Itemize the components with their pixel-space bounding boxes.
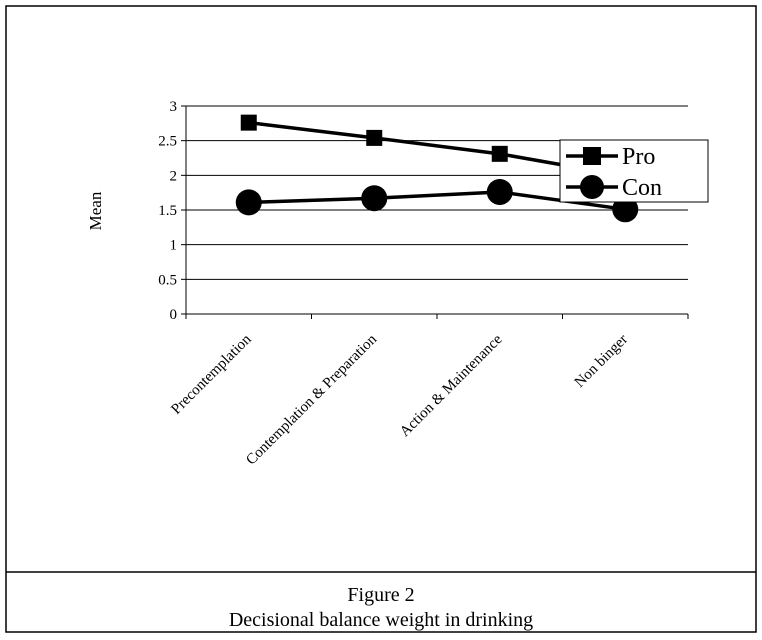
outer-border [5,5,757,633]
data-point-con [361,185,388,212]
legend-marker-pro [583,147,601,165]
data-point-pro [491,145,508,162]
data-point-con [486,178,513,205]
line-chart: 0 0.5 1 1.5 2 2.5 3 PrecontemplationContemplati… [86,99,709,468]
figure-caption: Decisional balance weight in drinking [228,609,534,631]
x-tick-label: Precontemplation [168,331,254,417]
legend: Pro Con [559,139,709,203]
y-tick-label: 3 [170,99,178,115]
y-axis-label: Mean [86,191,105,230]
y-tick-label: 1 [170,238,178,254]
y-tick-label: 0.5 [158,272,177,288]
y-tick-label: 1.5 [158,203,177,219]
y-tick-label: 0 [170,307,178,323]
legend-label-con: Con [622,175,662,201]
figure-label: Figure 2 [347,584,415,606]
y-tick-label: 2.5 [158,134,177,150]
legend-marker-con [580,175,604,199]
x-tick-label: Action & Maintenance [397,331,506,440]
data-point-con [235,189,262,216]
legend-label-pro: Pro [622,144,655,170]
data-point-con [612,196,639,223]
data-point-pro [366,129,383,146]
data-point-pro [240,114,257,131]
x-tick-label: Non binger [572,332,631,391]
x-tick-label: Contemplation & Preparation [243,331,380,468]
y-tick-label: 2 [170,168,178,184]
